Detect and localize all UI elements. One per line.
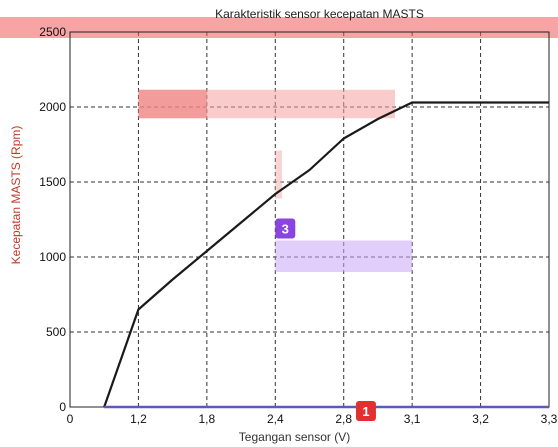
tick-labels: 0 1,2 1,8 2,4 2,8 3,1 3,2 3,3 0 500 1000 1500 2000 25… bbox=[39, 25, 557, 426]
x-tick-label: 1,8 bbox=[199, 412, 216, 426]
highlight-region bbox=[138, 89, 207, 119]
y-tick-label: 0 bbox=[59, 400, 66, 414]
highlight-regions bbox=[0, 17, 558, 272]
region-markers: 31 bbox=[275, 218, 376, 421]
y-tick-label: 500 bbox=[46, 325, 66, 339]
y-tick-label: 1500 bbox=[39, 175, 66, 189]
highlight-region bbox=[275, 240, 413, 272]
y-tick-label: 2500 bbox=[39, 25, 66, 39]
plot-frame bbox=[69, 31, 550, 408]
series-layer bbox=[103, 101, 549, 409]
region-marker-badge bbox=[275, 218, 296, 239]
y-tick-label: 2000 bbox=[39, 100, 66, 114]
x-tick-label: 1,2 bbox=[130, 412, 147, 426]
highlight-region bbox=[275, 150, 283, 199]
x-tick-label: 3,1 bbox=[404, 412, 421, 426]
x-tick-label: 3,3 bbox=[541, 412, 558, 426]
region-marker-number: 1 bbox=[362, 404, 369, 419]
x-tick-label: 2,8 bbox=[335, 412, 352, 426]
x-tick-label: 2,4 bbox=[267, 412, 284, 426]
region-marker-number: 3 bbox=[282, 222, 289, 237]
series-line bbox=[103, 101, 549, 408]
y-tick-label: 1000 bbox=[39, 250, 66, 264]
region-marker-badge bbox=[355, 401, 376, 421]
chart-title: Karakteristik sensor kecepatan MASTS bbox=[215, 7, 424, 21]
x-tick-label: 0 bbox=[67, 412, 74, 426]
grid-lines bbox=[70, 32, 549, 407]
highlight-region bbox=[0, 17, 558, 38]
y-axis-label: Kecepatan MASTS (Rpm) bbox=[9, 126, 23, 265]
x-axis-label: Tegangan sensor (V) bbox=[239, 430, 350, 444]
x-tick-label: 3,2 bbox=[472, 412, 489, 426]
